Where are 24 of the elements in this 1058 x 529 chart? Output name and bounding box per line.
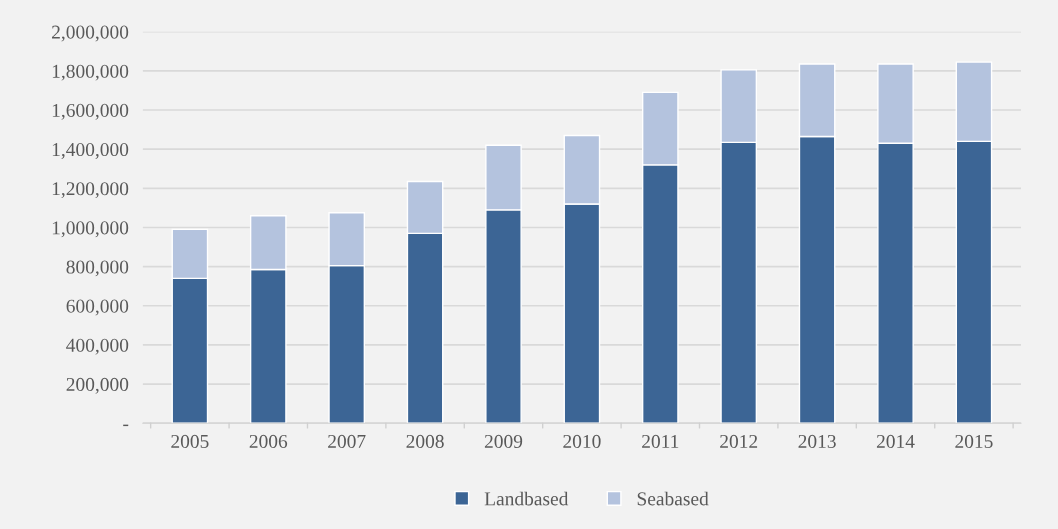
- x-tick-label: 2007: [328, 434, 366, 448]
- legend-label: Landbased: [484, 491, 569, 506]
- x-tick-label: 2006: [249, 434, 288, 448]
- y-tick-label: 2,000,000: [52, 25, 129, 42]
- y-tick-label: 600,000: [66, 299, 129, 316]
- x-tick-label: 2008: [406, 434, 444, 448]
- y-tick-label: 1,200,000: [52, 182, 129, 199]
- x-tick-label: 2010: [563, 434, 601, 448]
- x-tick-label: 2005: [171, 434, 209, 448]
- y-tick-label: 400,000: [66, 338, 129, 355]
- x-tick-label: 2013: [798, 434, 836, 448]
- x-tick-label: 2011: [642, 434, 679, 448]
- y-tick-label: 1,000,000: [52, 221, 129, 238]
- y-tick-label: 200,000: [66, 377, 129, 394]
- x-tick-label: 2009: [484, 434, 523, 448]
- y-tick-label: -: [123, 424, 129, 427]
- y-tick-label: 1,800,000: [52, 64, 129, 81]
- x-tick-label: 2014: [876, 434, 915, 448]
- y-tick-label: 1,600,000: [52, 103, 129, 120]
- y-tick-label: 800,000: [66, 260, 129, 277]
- legend-label: Seabased: [637, 491, 709, 506]
- y-tick-label: 1,400,000: [52, 142, 129, 159]
- x-tick-label: 2012: [720, 434, 758, 448]
- x-tick-label: 2015: [955, 434, 993, 448]
